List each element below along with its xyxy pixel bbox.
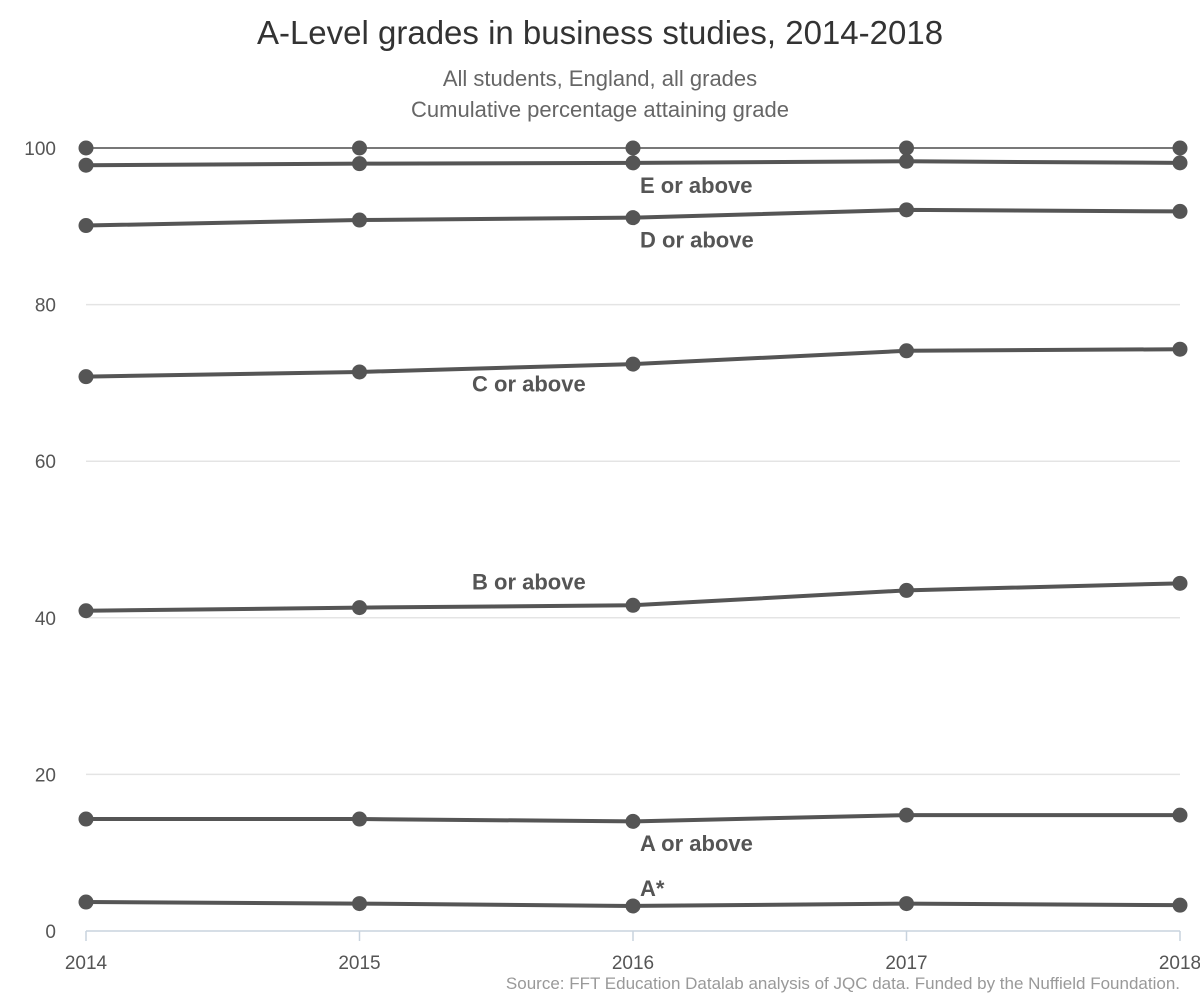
y-tick-label-0: 0 xyxy=(45,922,56,943)
point-a-or-above-2017 xyxy=(899,807,914,823)
x-tick-label-2015: 2015 xyxy=(338,953,380,974)
series-label-a-or-above: A or above xyxy=(640,831,753,856)
point-all-grades-2014 xyxy=(78,140,94,156)
point-c-or-above-2018 xyxy=(1172,341,1188,357)
point-c-or-above-2015 xyxy=(352,364,367,380)
point-e-or-above-2015 xyxy=(352,156,367,172)
point-e-or-above-2017 xyxy=(899,153,914,169)
y-tick-label-60: 60 xyxy=(35,452,56,473)
point-a-star-2016 xyxy=(625,898,641,914)
point-a-or-above-2014 xyxy=(78,811,94,827)
point-c-or-above-2016 xyxy=(625,356,641,372)
point-d-or-above-2018 xyxy=(1172,203,1188,219)
point-a-or-above-2018 xyxy=(1172,807,1188,823)
x-tick-label-2017: 2017 xyxy=(885,953,927,974)
point-d-or-above-2016 xyxy=(625,210,641,226)
point-all-grades-2017 xyxy=(899,140,914,156)
point-a-star-2018 xyxy=(1172,897,1188,913)
point-all-grades-2018 xyxy=(1172,140,1188,156)
chart-title: A-Level grades in business studies, 2014… xyxy=(256,14,944,51)
point-e-or-above-2018 xyxy=(1172,155,1188,171)
series-label-b-or-above: B or above xyxy=(472,570,586,595)
y-tick-label-100: 100 xyxy=(24,139,56,160)
point-a-or-above-2016 xyxy=(625,813,641,829)
y-tick-label-80: 80 xyxy=(35,296,56,317)
series-label-c-or-above: C or above xyxy=(472,372,586,397)
point-c-or-above-2014 xyxy=(78,369,94,385)
series-label-a-star: A* xyxy=(640,876,665,901)
point-all-grades-2016 xyxy=(625,140,641,156)
point-b-or-above-2014 xyxy=(78,603,94,619)
point-b-or-above-2018 xyxy=(1172,575,1188,591)
x-tick-label-2014: 2014 xyxy=(65,953,108,974)
gridlines xyxy=(86,147,1180,776)
point-d-or-above-2017 xyxy=(899,202,914,218)
point-a-star-2015 xyxy=(352,896,367,912)
y-tick-label-40: 40 xyxy=(35,609,56,630)
point-b-or-above-2016 xyxy=(625,597,641,613)
series-labels: E or above D or above C or above B or above… xyxy=(472,173,754,901)
point-d-or-above-2014 xyxy=(78,218,94,234)
point-c-or-above-2017 xyxy=(899,343,914,359)
point-b-or-above-2015 xyxy=(352,600,367,616)
axes: 0 20 40 60 80 100 2014 2015 2016 2017 2018 xyxy=(24,139,1200,974)
series-lines xyxy=(78,140,1188,914)
point-e-or-above-2016 xyxy=(625,155,641,171)
source-note: Source: FFT Education Datalab analysis o… xyxy=(505,974,1180,993)
y-tick-label-20: 20 xyxy=(35,765,56,786)
point-d-or-above-2015 xyxy=(352,212,367,228)
point-a-star-2017 xyxy=(899,896,914,912)
point-a-star-2014 xyxy=(78,894,94,910)
chart-subtitle-line-1: All students, England, all grades xyxy=(442,66,758,91)
point-e-or-above-2014 xyxy=(78,157,94,173)
series-label-d-or-above: D or above xyxy=(640,227,754,252)
point-b-or-above-2017 xyxy=(899,582,914,598)
point-a-or-above-2015 xyxy=(352,811,367,827)
point-all-grades-2015 xyxy=(352,140,367,156)
x-tick-label-2016: 2016 xyxy=(612,953,654,974)
chart-subtitle-line-2: Cumulative percentage attaining grade xyxy=(411,97,789,122)
x-tick-label-2018: 2018 xyxy=(1159,953,1200,974)
series-label-e-or-above: E or above xyxy=(640,173,752,198)
